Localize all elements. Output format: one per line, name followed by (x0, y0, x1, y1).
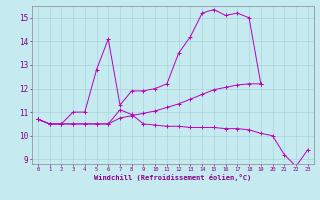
X-axis label: Windchill (Refroidissement éolien,°C): Windchill (Refroidissement éolien,°C) (94, 174, 252, 181)
